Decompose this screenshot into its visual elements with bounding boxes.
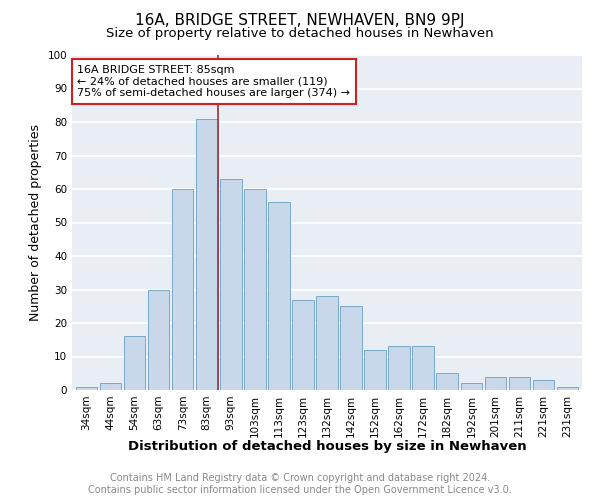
X-axis label: Distribution of detached houses by size in Newhaven: Distribution of detached houses by size … (128, 440, 526, 453)
Bar (364, 350, 386, 390)
Bar (172, 189, 193, 390)
Bar (509, 376, 530, 390)
Bar (244, 189, 266, 390)
Bar (557, 386, 578, 390)
Y-axis label: Number of detached properties: Number of detached properties (29, 124, 42, 321)
Bar (533, 380, 554, 390)
Bar (461, 384, 482, 390)
Text: 16A, BRIDGE STREET, NEWHAVEN, BN9 9PJ: 16A, BRIDGE STREET, NEWHAVEN, BN9 9PJ (135, 12, 465, 28)
Bar (388, 346, 410, 390)
Bar (124, 336, 145, 390)
Bar (436, 373, 458, 390)
Bar (316, 296, 338, 390)
Text: Size of property relative to detached houses in Newhaven: Size of property relative to detached ho… (106, 28, 494, 40)
Bar (485, 376, 506, 390)
Bar (268, 202, 290, 390)
Bar (100, 384, 121, 390)
Bar (292, 300, 314, 390)
Bar (76, 386, 97, 390)
Bar (148, 290, 169, 390)
Bar (196, 118, 218, 390)
Bar (412, 346, 434, 390)
Bar (340, 306, 362, 390)
Text: 16A BRIDGE STREET: 85sqm
← 24% of detached houses are smaller (119)
75% of semi-: 16A BRIDGE STREET: 85sqm ← 24% of detach… (77, 65, 350, 98)
Text: Contains HM Land Registry data © Crown copyright and database right 2024.
Contai: Contains HM Land Registry data © Crown c… (88, 474, 512, 495)
Bar (220, 179, 242, 390)
